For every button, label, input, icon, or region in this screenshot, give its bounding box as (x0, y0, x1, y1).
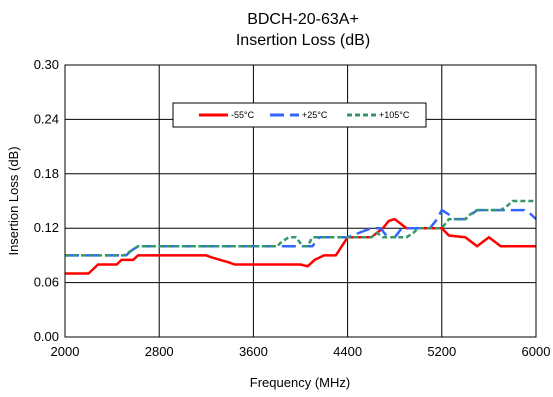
legend: -55°C +25°C +105°C (172, 102, 427, 128)
legend-label-series-2: +25°C (302, 110, 328, 120)
x-tick-label: 2000 (51, 344, 80, 359)
series-lines (65, 199, 537, 275)
y-axis-label: Insertion Loss (dB) (6, 146, 21, 255)
y-tick-label: 0.00 (34, 329, 59, 344)
x-tick-label: 2800 (145, 344, 174, 359)
y-tick-label: 0.06 (34, 275, 59, 290)
legend-label-series-3: +105°C (379, 110, 410, 120)
y-tick-label: 0.30 (34, 57, 59, 72)
series-line-3 (65, 199, 536, 257)
plot-area-frame (64, 64, 537, 338)
legend-label-series-1: -55°C (231, 110, 255, 120)
x-tick-label: 3600 (239, 344, 268, 359)
series-line-1 (65, 217, 536, 275)
x-tick-label: 4400 (333, 344, 362, 359)
y-tick-label: 0.12 (34, 220, 59, 235)
x-tick-label: 6000 (522, 344, 551, 359)
y-tick-label: 0.18 (34, 166, 59, 181)
x-axis-label: Frequency (MHz) (250, 375, 350, 390)
tick-labels: 0.00 0.06 0.12 0.18 0.24 0.30 2000 2800 3600 4400… (34, 57, 551, 359)
chart-subtitle: Insertion Loss (dB) (236, 32, 370, 49)
x-tick-label: 5200 (427, 344, 456, 359)
chart-title: BDCH-20-63A+ (247, 11, 359, 28)
y-tick-label: 0.24 (34, 111, 59, 126)
